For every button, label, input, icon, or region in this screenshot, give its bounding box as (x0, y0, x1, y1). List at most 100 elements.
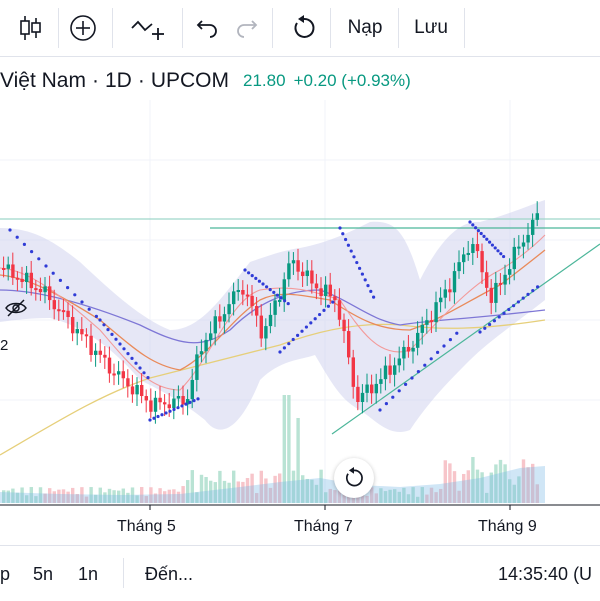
volume-bar (38, 487, 43, 503)
sar-dot (51, 271, 55, 275)
range-button[interactable]: 1n (78, 564, 99, 584)
candle (153, 397, 158, 412)
candles-icon[interactable] (8, 0, 52, 56)
sar-dot (492, 319, 496, 323)
sar-dot (176, 406, 180, 410)
sar-dot (286, 302, 290, 306)
volume-bar (517, 476, 521, 503)
candle (406, 346, 411, 352)
sar-dot (279, 296, 283, 300)
candle (517, 246, 521, 249)
candle (66, 310, 70, 318)
range-button[interactable]: p (0, 564, 11, 584)
sar-dot (331, 300, 335, 304)
goto-date-button[interactable]: Đến... (145, 564, 194, 584)
reset-chart-button[interactable] (334, 458, 374, 498)
candle (347, 331, 351, 358)
volume-bar (278, 473, 282, 503)
candle (388, 365, 392, 375)
candle (167, 404, 171, 409)
price-change: +0.20 (+0.93%) (293, 71, 411, 90)
x-axis-label: Tháng 9 (478, 518, 537, 535)
candle (222, 314, 227, 322)
undo-icon[interactable] (190, 0, 224, 56)
sar-dot (152, 416, 156, 420)
reset-icon (345, 467, 363, 487)
candle (360, 392, 365, 403)
candle (89, 335, 93, 355)
volume-bar (337, 490, 342, 503)
candle (176, 396, 181, 399)
volume-bar (163, 491, 167, 503)
sar-dot (488, 240, 492, 244)
add-circle-icon[interactable] (60, 0, 106, 56)
bottom-bar: p 5n 1n Đến... 14:35:40 (U (0, 545, 600, 601)
clock-label[interactable]: 14:35:40 (U (498, 564, 593, 584)
redo-icon[interactable] (230, 0, 264, 56)
volume-bar (259, 470, 263, 503)
sar-dot (250, 274, 254, 278)
candle (112, 373, 116, 376)
candle (140, 384, 144, 397)
sar-dot (146, 376, 150, 380)
volume-bar (209, 480, 213, 503)
volume-bar (466, 470, 470, 503)
candle (84, 334, 89, 337)
hidden-eye-icon[interactable] (4, 296, 28, 320)
candle (227, 304, 231, 315)
volume-bar (186, 480, 190, 503)
volume-bar (222, 480, 227, 503)
candle (213, 316, 217, 334)
volume-bar (15, 492, 20, 503)
volume-bar (20, 487, 24, 503)
candle (209, 333, 213, 340)
sar-dot (485, 237, 489, 241)
parabolic-sar (8, 220, 540, 422)
sar-dot (257, 279, 261, 283)
volume-bar (135, 495, 139, 503)
sar-dot (98, 318, 102, 322)
symbol-header[interactable]: Việt Nam · 1D · UPCOM 21.80 +0.20 (+0.93… (0, 69, 411, 92)
load-button[interactable]: Nạp (347, 17, 383, 38)
volume-bar (379, 488, 383, 503)
candle (236, 290, 240, 293)
volume-bar (172, 489, 176, 503)
volume-bar (52, 491, 56, 503)
candle (397, 358, 401, 366)
candle (94, 350, 98, 355)
sar-dot (114, 337, 118, 341)
volume-bar (61, 489, 66, 503)
candle (448, 289, 452, 293)
volume-bar (425, 494, 429, 503)
candle (462, 254, 466, 263)
volume-bar (250, 473, 254, 503)
sar-dot (526, 292, 530, 296)
indicators-icon[interactable] (120, 0, 176, 56)
volume-bar (383, 491, 388, 503)
price-chart[interactable] (0, 100, 600, 510)
candle (512, 246, 516, 270)
candle (319, 288, 323, 297)
candle (287, 263, 291, 280)
volume-bar (402, 487, 406, 503)
volume-bar (140, 487, 144, 503)
volume-bar (48, 488, 52, 503)
candle (429, 320, 434, 323)
candle (420, 324, 424, 333)
save-button[interactable]: Lưu (414, 17, 448, 38)
sar-dot (261, 282, 265, 286)
volume-bar (2, 490, 6, 503)
sar-dot (499, 252, 503, 256)
last-price: 21.80 (243, 71, 286, 90)
volume-bar (452, 471, 457, 503)
candle (250, 295, 254, 307)
reset-icon[interactable] (284, 0, 324, 56)
sar-dot (476, 229, 480, 233)
volume-bar (94, 494, 98, 503)
candle (434, 302, 438, 323)
candle (310, 270, 314, 284)
volume-bar (448, 463, 452, 503)
range-button[interactable]: 5n (33, 564, 54, 584)
sar-dot (304, 325, 308, 329)
volume-bar (232, 470, 236, 503)
